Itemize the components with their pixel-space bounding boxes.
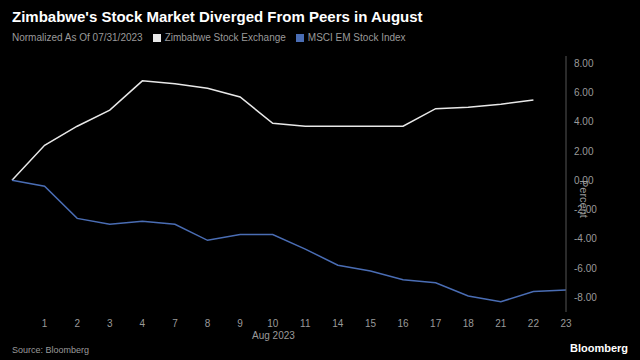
svg-text:-6.00: -6.00 <box>574 263 597 274</box>
svg-text:23: 23 <box>560 318 572 329</box>
svg-text:17: 17 <box>430 318 442 329</box>
svg-text:10: 10 <box>267 318 279 329</box>
svg-text:7: 7 <box>172 318 178 329</box>
svg-text:8: 8 <box>205 318 211 329</box>
svg-text:6.00: 6.00 <box>574 87 594 98</box>
svg-text:1: 1 <box>42 318 48 329</box>
svg-text:14: 14 <box>332 318 344 329</box>
svg-text:16: 16 <box>397 318 409 329</box>
svg-text:2.00: 2.00 <box>574 146 594 157</box>
svg-text:21: 21 <box>495 318 507 329</box>
svg-text:18: 18 <box>463 318 475 329</box>
svg-text:9: 9 <box>237 318 243 329</box>
svg-text:-4.00: -4.00 <box>574 233 597 244</box>
svg-text:15: 15 <box>365 318 377 329</box>
svg-text:2: 2 <box>74 318 80 329</box>
svg-text:8.00: 8.00 <box>574 58 594 69</box>
svg-text:3: 3 <box>107 318 113 329</box>
svg-text:4: 4 <box>140 318 146 329</box>
svg-text:-8.00: -8.00 <box>574 292 597 303</box>
svg-text:4.00: 4.00 <box>574 116 594 127</box>
svg-text:22: 22 <box>528 318 540 329</box>
svg-text:11: 11 <box>300 318 311 329</box>
